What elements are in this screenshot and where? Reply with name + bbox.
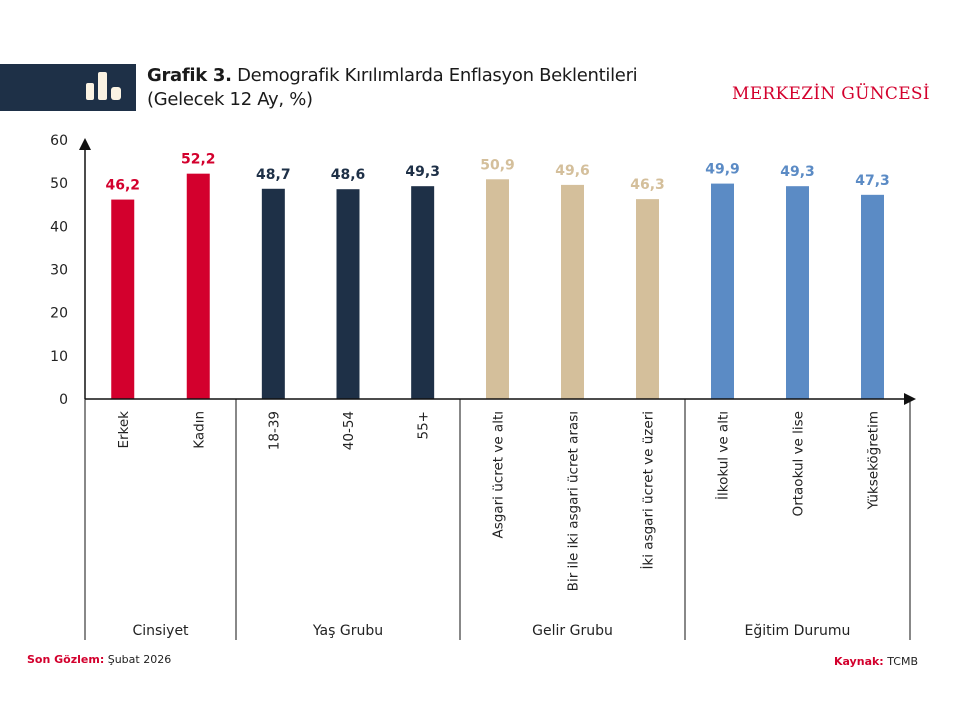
chart-title: Grafik 3. Demografik Kırılımlarda Enflas…	[147, 64, 638, 112]
data-label: 46,2	[105, 178, 140, 194]
chart-subtitle: (Gelecek 12 Ay, %)	[147, 89, 313, 110]
group-label: Yaş Grubu	[312, 623, 383, 639]
data-label: 49,3	[780, 164, 815, 180]
x-tick-label: 40-54	[341, 411, 357, 450]
bar	[186, 173, 210, 399]
x-tick-label: Ortaokul ve lise	[791, 411, 807, 516]
x-axis-arrow	[904, 393, 916, 405]
y-tick-label: 40	[50, 219, 68, 235]
source-value: TCMB	[883, 655, 918, 668]
y-tick-label: 0	[59, 392, 68, 408]
bar	[411, 186, 435, 399]
data-label: 49,3	[405, 164, 440, 180]
brand-logo: MERKEZİN GÜNCESİ	[732, 84, 930, 104]
source: Kaynak: TCMB	[834, 655, 918, 668]
data-label: 49,6	[555, 163, 590, 179]
data-label: 52,2	[181, 152, 216, 168]
y-axis-arrow	[79, 138, 91, 150]
title-bold: Grafik 3.	[147, 65, 232, 86]
data-label: 49,9	[705, 162, 740, 178]
bar	[261, 188, 285, 399]
y-tick-label: 30	[50, 263, 68, 279]
bar	[336, 189, 360, 399]
bar	[786, 186, 809, 399]
x-tick-label: Erkek	[116, 411, 132, 449]
group-label: Gelir Grubu	[532, 623, 613, 639]
x-tick-label: Bir ile iki asgari ücret arası	[566, 411, 582, 591]
last-observation-label: Son Gözlem:	[27, 653, 105, 666]
data-label: 46,3	[630, 177, 665, 193]
x-tick-label: 18-39	[266, 411, 282, 450]
data-label: 48,6	[331, 167, 366, 183]
x-tick-label: İlkokul ve altı	[714, 411, 732, 500]
y-tick-label: 50	[50, 176, 68, 192]
group-label: Cinsiyet	[132, 623, 189, 639]
bar	[486, 179, 509, 399]
data-label: 48,7	[256, 167, 291, 183]
group-label: Eğitim Durumu	[745, 623, 851, 639]
bar	[561, 184, 584, 399]
y-tick-label: 10	[50, 349, 68, 365]
data-label: 50,9	[480, 157, 515, 173]
data-label: 47,3	[855, 173, 890, 189]
header-band	[0, 64, 136, 111]
x-tick-label: 55+	[416, 411, 432, 440]
title-text: Demografik Kırılımlarda Enflasyon Beklen…	[231, 65, 638, 86]
bar	[861, 194, 884, 399]
x-tick-label: İki asgari ücret ve üzeri	[639, 411, 657, 570]
bar	[711, 183, 734, 399]
last-observation-value: Şubat 2026	[104, 653, 172, 666]
bar	[636, 199, 659, 399]
y-tick-label: 60	[50, 133, 68, 149]
y-tick-label: 20	[50, 306, 68, 322]
last-observation: Son Gözlem: Şubat 2026	[27, 653, 171, 666]
source-label: Kaynak:	[833, 655, 884, 668]
x-tick-label: Kadın	[191, 411, 207, 449]
bar	[111, 199, 135, 399]
x-tick-label: Yükseköğretim	[866, 411, 882, 510]
x-tick-label: Asgari ücret ve altı	[491, 411, 507, 538]
bar-chart-icon	[86, 72, 121, 100]
